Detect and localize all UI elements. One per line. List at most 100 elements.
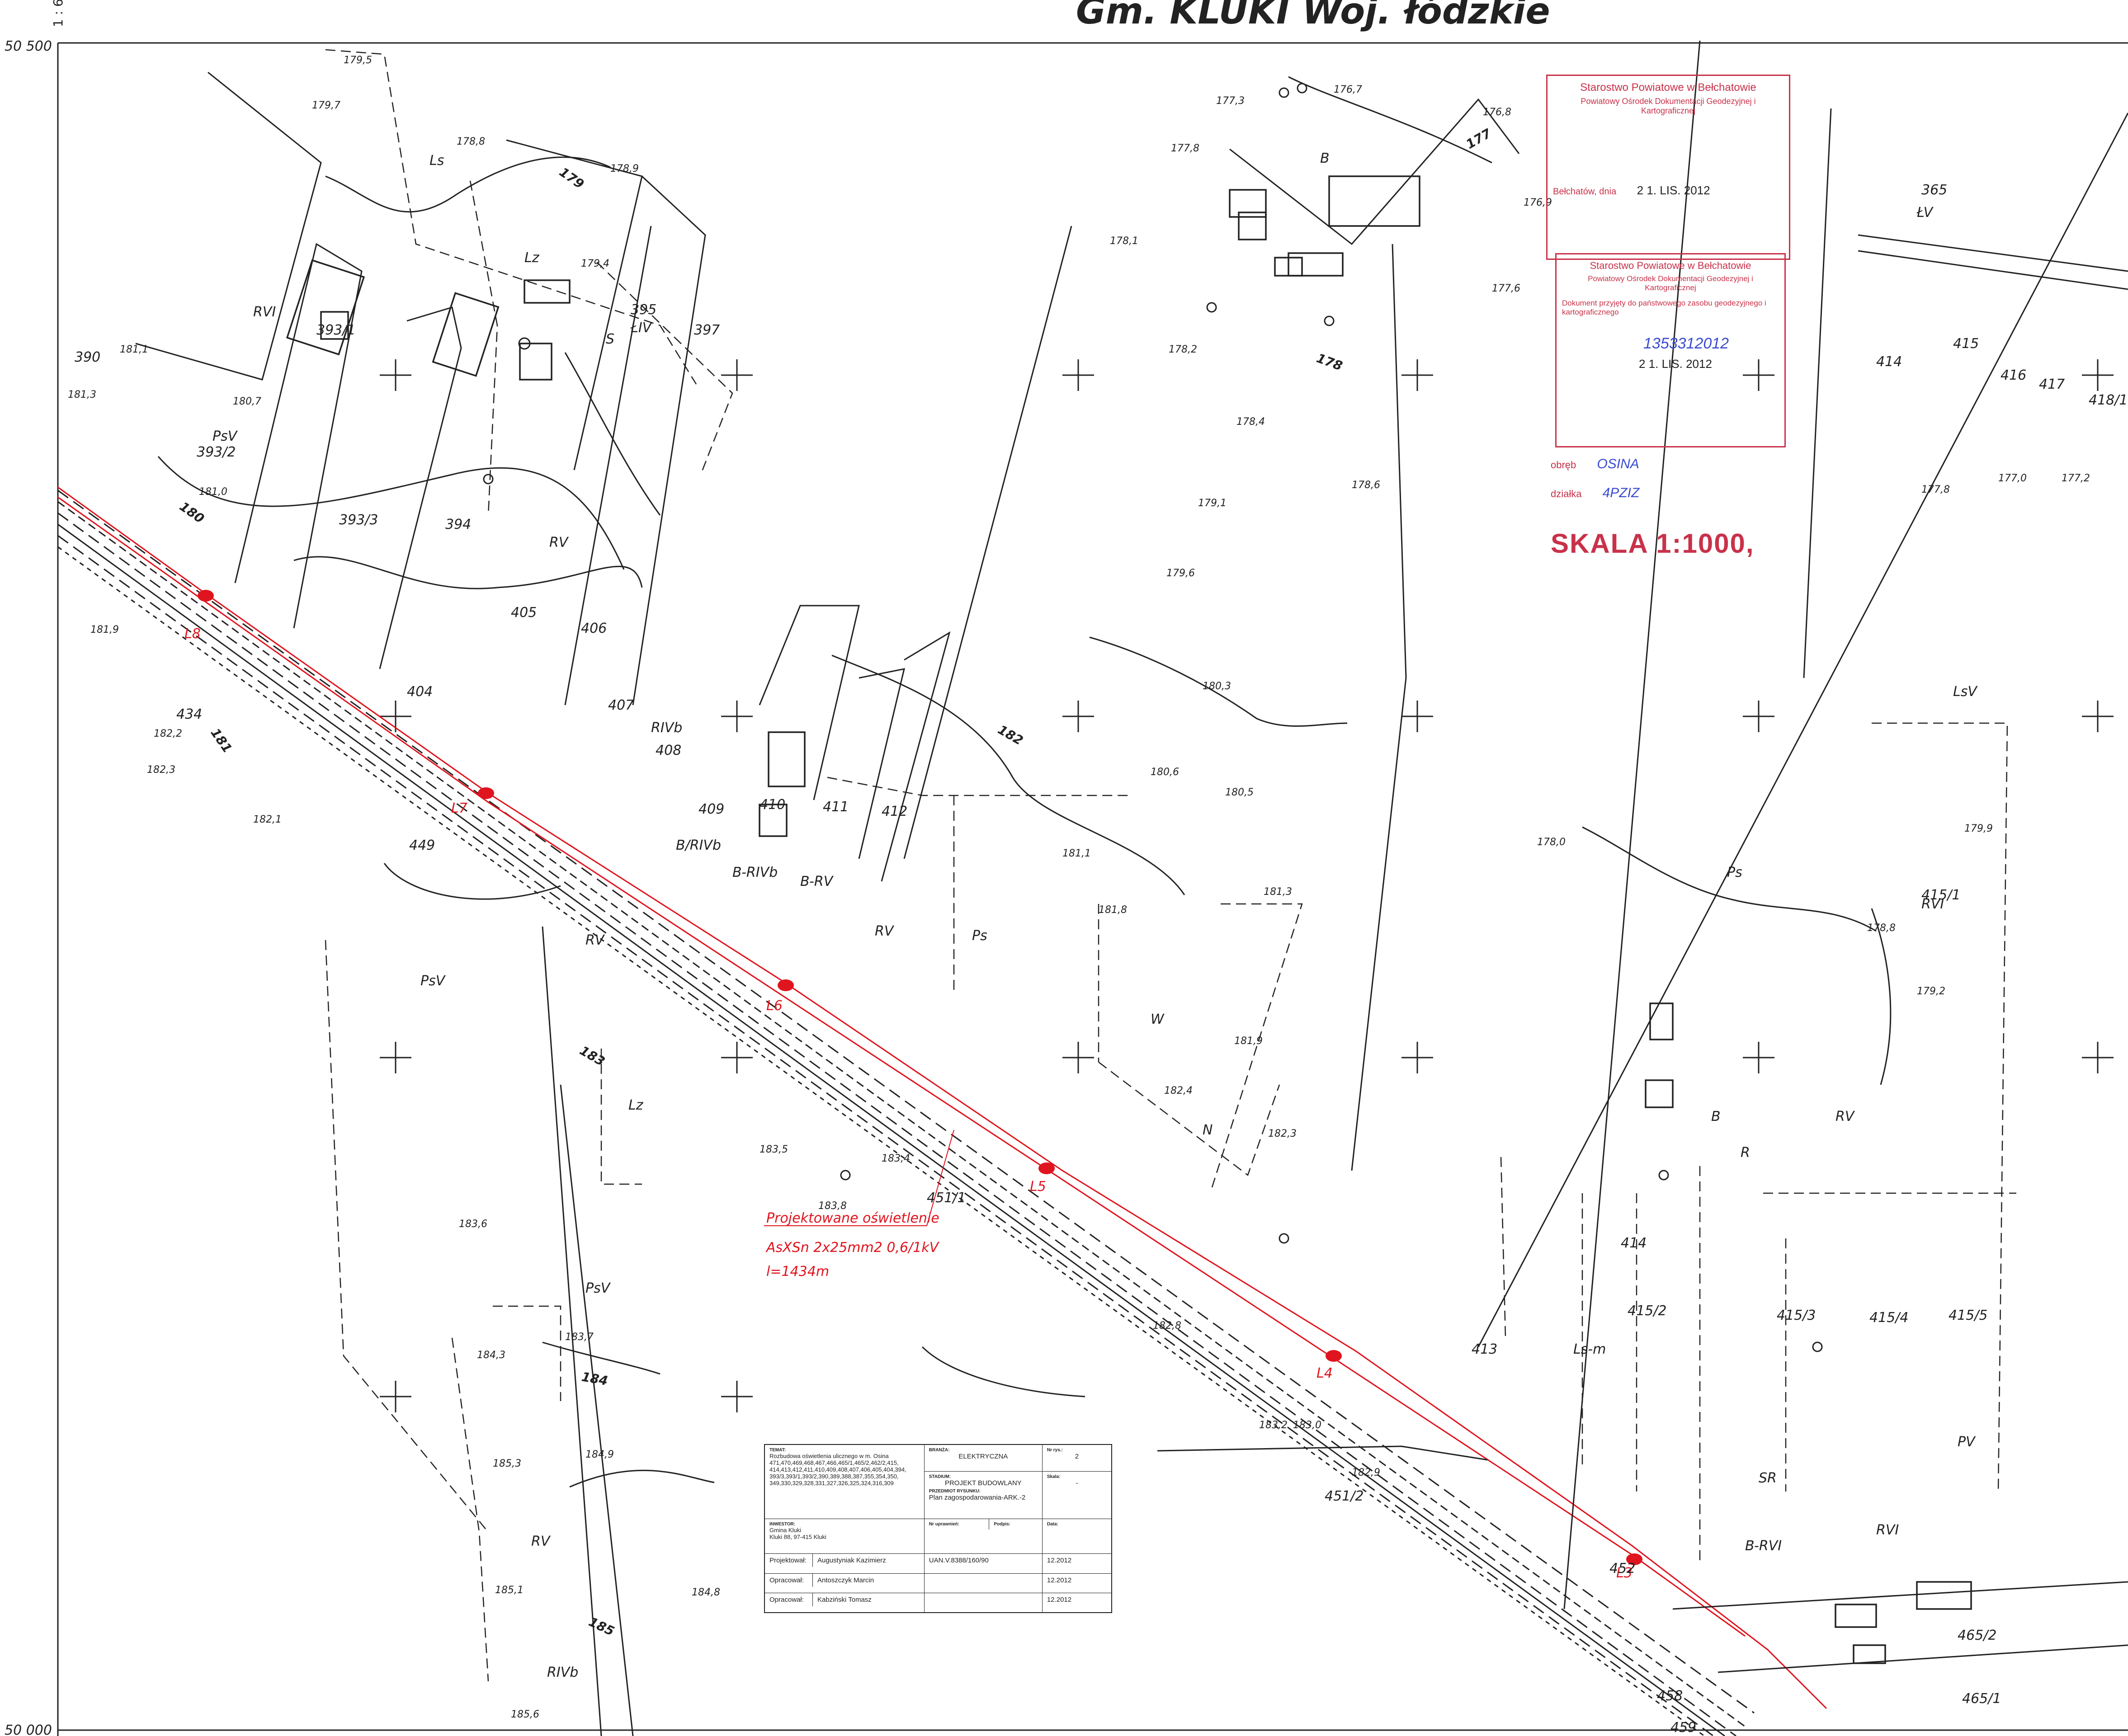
approval-stamp: Starostwo Powiatowe w Bełchatowie Powiat…	[1546, 75, 1790, 260]
table-row: Opracował: Antoszczyk Marcin 12.2012	[764, 1573, 1112, 1593]
parcel-label: 408	[656, 743, 681, 758]
person-name: Augustyniak Kazimierz	[817, 1557, 886, 1565]
person-name: Antoszczyk Marcin	[817, 1576, 874, 1584]
stamp2-doc-number: 1353312012	[1643, 335, 1729, 352]
elevation-label: 183,5	[760, 1144, 788, 1155]
land-use-label: B/RIVb	[676, 837, 721, 853]
parcel-label: 406	[581, 621, 607, 636]
parcel-label: 404	[407, 684, 433, 700]
elevation-label: 185,1	[495, 1585, 524, 1596]
elevation-label: 179,7	[312, 100, 340, 111]
parcel-label: 415/4	[1869, 1310, 1908, 1326]
land-use-label: LsV	[1953, 684, 1978, 700]
stamp-received-date: 2 1. LIS. 2012	[1637, 183, 1710, 197]
contour-label: 185	[586, 1614, 617, 1639]
parcel-label: 415/2	[1628, 1303, 1666, 1319]
elevation-label: 178,8	[457, 136, 485, 147]
temat-label: TEMAT:	[769, 1448, 786, 1453]
parcel-label: 413	[1472, 1341, 1497, 1357]
elevation-label: 182,3	[147, 764, 175, 776]
elevation-label: 179,1	[1198, 498, 1227, 509]
land-use-label: ŁIV	[630, 320, 653, 336]
lighting-annotation: Projektowane oświetlenie AsXSn 2x25mm2 0…	[765, 1210, 940, 1280]
contour-label: 177	[1463, 126, 1494, 152]
elevation-label: 179,2	[1917, 986, 1945, 997]
license-number: UAN.V.8388/160/90	[924, 1553, 1043, 1574]
parcel-label: 414	[1876, 354, 1902, 370]
elevation-label: 181,3	[68, 389, 96, 400]
sheet-title: Gm. KLUKI Woj. łódzkie	[1076, 0, 1550, 32]
role: Projektował:	[765, 1554, 813, 1567]
elevation-label: 177,0	[1998, 473, 2027, 484]
elevation-label: 184,9	[585, 1449, 614, 1460]
land-use-label: PsV	[585, 1280, 611, 1296]
parcel-label: 393/1	[316, 322, 355, 338]
elevation-label: 180,5	[1225, 787, 1254, 798]
lamp-label: L8	[184, 626, 201, 642]
parcel-label: 394	[445, 517, 471, 532]
obreb-value: OSINA	[1597, 456, 1639, 471]
parcel-label: 415/5	[1949, 1308, 1987, 1323]
stamp-office-sub: Powiatowy Ośrodek Dokumentacji Geodezyjn…	[1581, 97, 1756, 115]
land-use-label: RV	[585, 932, 605, 948]
elevation-label: 178,4	[1236, 416, 1265, 428]
contour-labels: 179 180 181 182 183 184 185 178 177	[177, 126, 1494, 1639]
stadium-value: PROJEKT BUDOWLANY	[944, 1479, 1022, 1487]
contours	[157, 76, 1892, 1488]
parcel-label: 416	[2001, 367, 2026, 383]
buildings	[286, 175, 1972, 1664]
elevation-label: 176,8	[1483, 107, 1511, 118]
elevation-label: 182,8	[1153, 1320, 1181, 1331]
elevation-label: 181,9	[90, 624, 119, 635]
elevation-label: 183,8	[818, 1200, 847, 1212]
elevation-label: 177,8	[1171, 143, 1199, 154]
elevation-label: 178,2	[1169, 344, 1197, 355]
elevation-label: 182,1	[253, 814, 282, 825]
elevation-label: 184,8	[692, 1587, 720, 1598]
license-number	[924, 1573, 1043, 1593]
elevation-label: 181,9	[1234, 1035, 1263, 1047]
elevation-label: 179,4	[581, 258, 609, 269]
parcel-label: 418/1	[2089, 392, 2128, 408]
parcel-labels: 390 393/2 393/1 393/3 394 395 397 404 40…	[75, 182, 2128, 1736]
skala-label: Skala:	[1047, 1474, 1061, 1480]
parcel-label: 434	[176, 706, 202, 722]
land-use-labels: PsV RVI RV Lz Ls ŁIV RIVb B-RIVb B/RIVb …	[212, 151, 1978, 1680]
lamp-label: L5	[1030, 1179, 1046, 1195]
elevation-label: 176,7	[1334, 84, 1362, 95]
podpis-label: Podpis:	[994, 1521, 1010, 1527]
elevation-label: 185,6	[511, 1709, 539, 1720]
land-use-label: PsV	[212, 428, 238, 444]
land-use-label: RV	[531, 1534, 551, 1549]
title-block: TEMAT: Rozbudowa oświetlenia ulicznego w…	[764, 1444, 1112, 1613]
parcel-label: 415/3	[1777, 1308, 1816, 1323]
parcel-label: 452	[1609, 1561, 1635, 1576]
elevation-label: 178,9	[610, 163, 639, 174]
contour-label: 178	[1315, 351, 1345, 374]
skala-value: -	[1076, 1479, 1078, 1487]
table-row: Opracował: Kabziński Tomasz 12.2012	[764, 1592, 1112, 1613]
stamp2-title: Starostwo Powiatowe w Bełchatowie	[1590, 260, 1751, 271]
land-use-label: Ls-m	[1573, 1341, 1606, 1357]
parcel-label: 411	[823, 799, 849, 815]
parcel-label: 417	[2039, 376, 2065, 392]
lamp-L5	[1038, 1162, 1055, 1174]
parcel-boundaries	[135, 40, 2128, 1736]
person-name: Kabziński Tomasz	[817, 1595, 872, 1604]
lamp-label: L4	[1316, 1365, 1333, 1381]
parcel-label: 465/2	[1958, 1628, 1996, 1643]
land-use-label: RV	[875, 923, 895, 939]
elevation-label: 185,3	[493, 1458, 521, 1469]
projected-lighting-line	[57, 486, 1827, 1709]
dzialka-label: działka	[1551, 488, 1582, 499]
parcel-label: 449	[409, 837, 435, 853]
land-use-label: Lz	[524, 250, 540, 266]
land-use-label: RVI	[1876, 1522, 1899, 1538]
grid-coordinate-top: 50 500	[5, 38, 52, 54]
elevation-label: 177,6	[1492, 283, 1520, 294]
land-use-label: Lz	[628, 1097, 644, 1113]
dzialka-value: 4PZIZ	[1602, 485, 1640, 500]
license-number	[924, 1592, 1043, 1613]
lamp-L8	[198, 590, 214, 602]
